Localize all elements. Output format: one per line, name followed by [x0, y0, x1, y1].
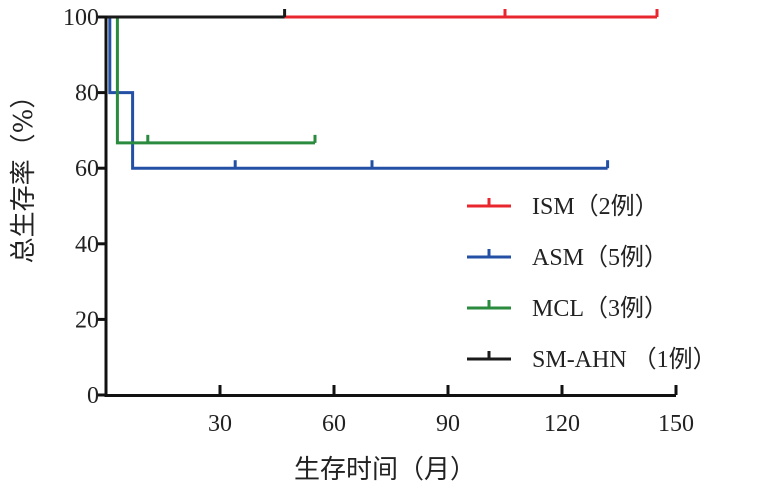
legend-label-0: ISM（2例）: [532, 193, 659, 220]
legend-label-2: MCL（3例）: [532, 295, 668, 322]
y-tick-label-80: 80: [75, 81, 99, 107]
y-tick-label-40: 40: [75, 232, 99, 258]
x-axis-title: 生存时间（月）: [294, 455, 476, 485]
x-tick-label-120: 120: [544, 411, 580, 437]
x-tick-label-60: 60: [322, 411, 346, 437]
x-tick-label-150: 150: [658, 411, 694, 437]
legend-label-3: SM-AHN （1例）: [532, 346, 717, 373]
y-axis-title: 总生存率（%）: [9, 83, 39, 264]
y-tick-label-60: 60: [75, 156, 99, 182]
y-tick-label-100: 100: [63, 5, 99, 31]
legend: ISM（2例） ASM（5例） MCL（3例） SM-AHN （1例）: [467, 193, 717, 373]
series-line-2: [106, 15, 315, 145]
axes-layer: [104, 16, 676, 397]
x-tick-label-30: 30: [208, 411, 232, 437]
y-tick-label-0: 0: [87, 383, 99, 409]
series-layer: [106, 9, 659, 170]
legend-label-1: ASM（5例）: [532, 244, 668, 271]
ticks-layer: 30 60 90 120 150 0 20 40 60 80 100: [63, 5, 694, 437]
y-tick-label-20: 20: [75, 307, 99, 333]
series-line-1: [106, 15, 608, 170]
x-tick-label-90: 90: [436, 411, 460, 437]
